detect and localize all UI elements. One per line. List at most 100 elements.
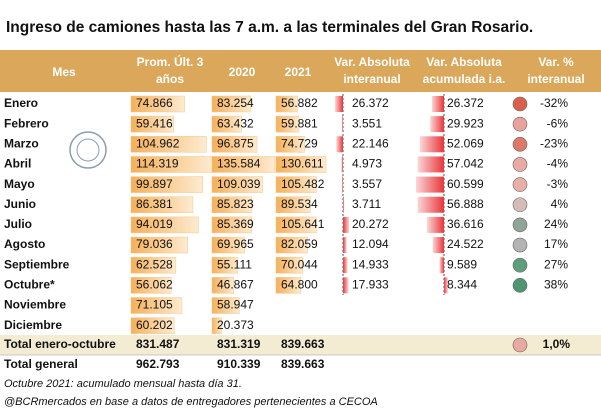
value: 82.059 [281, 237, 318, 251]
data-bar [130, 277, 172, 294]
value: 99.897 [136, 177, 173, 191]
data-bar [130, 196, 194, 213]
total-value: 839.663 [281, 337, 325, 351]
value: 130.611 [281, 157, 324, 171]
value: 64.800 [281, 278, 318, 292]
value: 85.369 [217, 217, 254, 231]
acum-value: 9.589 [447, 257, 477, 271]
data-bar [130, 176, 203, 193]
value: 109.039 [217, 177, 261, 191]
acum-bar [444, 277, 448, 294]
value: 46.867 [217, 278, 254, 292]
pct-dot [512, 337, 528, 353]
value: 86.381 [136, 197, 173, 211]
header-cell: 2021 [285, 65, 312, 79]
data-bar [211, 277, 235, 294]
var-value: 4.973 [352, 157, 382, 171]
pct-dot [512, 197, 528, 213]
pct-dot [512, 257, 528, 273]
value: 60.202 [136, 318, 173, 332]
data-bar [130, 216, 199, 234]
acum-value: 60.599 [447, 177, 484, 191]
data-bar [130, 115, 174, 133]
data-bar [275, 136, 305, 153]
var-bar [343, 257, 348, 274]
acum-bar [430, 116, 444, 133]
header-cell: interanual [343, 72, 400, 86]
pct-dot [512, 96, 528, 112]
pct-value: -4% [547, 157, 569, 171]
acum-bar [439, 257, 444, 274]
header-cell: interanual [527, 72, 584, 86]
pct-value: -6% [547, 116, 569, 130]
var-bar [343, 196, 345, 213]
data-bar [275, 196, 311, 213]
var-value: 3.557 [352, 177, 382, 191]
month: Diciembre [4, 318, 62, 332]
header-cell: Mes [52, 65, 76, 79]
acum-value: 52.069 [447, 136, 484, 150]
value: 55.111 [217, 257, 252, 271]
pct-dot [512, 116, 528, 132]
var-value: 17.933 [352, 278, 389, 292]
pct-value: -3% [547, 177, 569, 191]
data-bar [275, 95, 299, 113]
pct-value: -32% [540, 96, 568, 110]
acum-bar [427, 216, 444, 233]
data-bar [275, 115, 300, 133]
data-bar [275, 176, 317, 193]
data-bar [211, 196, 253, 213]
header-cell: años [156, 72, 184, 86]
var-bar [343, 216, 350, 233]
pct-value: -23% [540, 136, 568, 150]
data-bar [211, 236, 245, 254]
data-bar [130, 236, 188, 254]
pct-dot [512, 217, 528, 233]
total-value: 910.339 [217, 357, 261, 371]
var-value: 20.272 [352, 217, 389, 231]
var-bar [341, 176, 343, 193]
value: 71.105 [136, 298, 173, 312]
value: 105.482 [281, 177, 325, 191]
acum-value: 57.042 [447, 157, 484, 171]
acum-bar [417, 156, 444, 173]
value: 135.584 [217, 157, 261, 171]
var-value: 12.094 [352, 237, 389, 251]
month: Marzo [4, 136, 39, 150]
note: Octubre 2021: acumulado mensual hasta dí… [4, 378, 242, 390]
total-label: Total enero-octubre [4, 337, 116, 351]
var-value: 3.711 [352, 197, 381, 211]
data-bar [211, 317, 222, 334]
month: Agosto [4, 237, 45, 251]
value: 56.882 [281, 96, 318, 110]
month: Febrero [4, 116, 49, 130]
var-bar [343, 277, 349, 294]
var-bar [341, 116, 343, 133]
data-bar [211, 136, 258, 153]
month: Enero [4, 96, 38, 110]
data-bar [130, 297, 183, 314]
data-bar [130, 317, 175, 334]
value: 56.062 [136, 278, 173, 292]
data-bar [211, 156, 276, 173]
acum-bar [417, 196, 444, 213]
header-cell: 2020 [229, 65, 256, 79]
acum-value: 8.344 [447, 278, 477, 292]
data-bar [130, 256, 177, 274]
acum-value: 29.923 [447, 116, 484, 130]
month: Septiembre [4, 257, 70, 271]
value: 114.319 [136, 157, 179, 171]
value: 74.729 [281, 136, 318, 150]
value: 83.254 [217, 96, 254, 110]
value: 62.528 [136, 257, 173, 271]
pct-dot [512, 278, 528, 293]
header-cell: Var. % [538, 55, 574, 69]
pct-value: 4% [551, 197, 569, 211]
value: 70.044 [281, 257, 318, 271]
data-bar [275, 256, 304, 274]
var-bar [341, 156, 343, 173]
acum-bar [419, 136, 444, 153]
header-band [0, 50, 601, 92]
acum-value: 56.888 [447, 197, 484, 211]
